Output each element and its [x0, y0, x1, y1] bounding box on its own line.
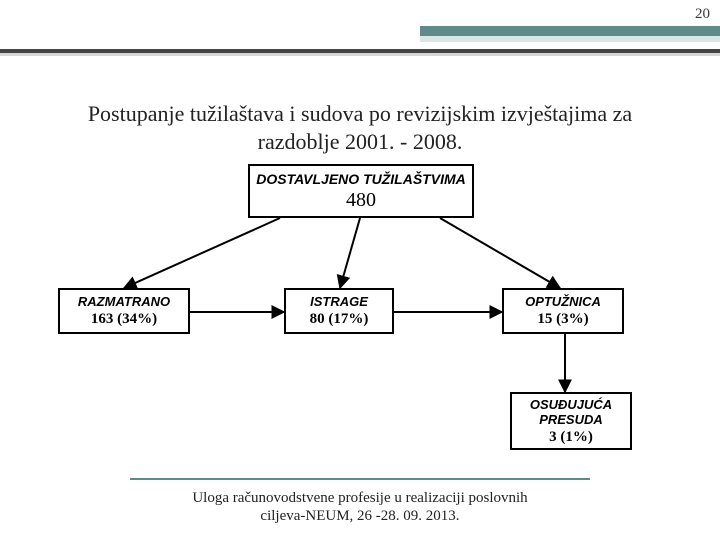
title-line2: razdoblje 2001. - 2008. [258, 129, 463, 154]
arrows-layer [0, 0, 720, 540]
node-istrage: ISTRAGE 80 (17%) [284, 288, 394, 334]
node-root-label: DOSTAVLJENO TUŽILAŠTVIMA [256, 171, 465, 187]
edge-root-n1 [124, 218, 280, 288]
decor-band-light [420, 36, 720, 42]
page-number: 20 [695, 6, 710, 23]
slide-title: Postupanje tužilaštava i sudova po reviz… [0, 100, 720, 155]
footer-rule [130, 478, 590, 480]
footer: Uloga računovodstvene profesije u realiz… [0, 489, 720, 527]
node-root-value: 480 [346, 189, 376, 212]
node-istrage-label: ISTRAGE [310, 294, 368, 309]
node-presuda-value: 3 (1%) [549, 429, 593, 446]
node-optuznica-label: OPTUŽNICA [525, 294, 601, 309]
node-razmatrano-value: 163 (34%) [91, 311, 157, 328]
node-optuznica: OPTUŽNICA 15 (3%) [502, 288, 624, 334]
node-istrage-value: 80 (17%) [310, 311, 369, 328]
node-presuda: OSUĐUJUĆA PRESUDA 3 (1%) [510, 392, 632, 450]
footer-line2: ciljeva-NEUM, 26 -28. 09. 2013. [260, 508, 459, 524]
decor-band-dark [420, 26, 720, 36]
node-optuznica-value: 15 (3%) [537, 311, 588, 328]
footer-line1: Uloga računovodstvene profesije u realiz… [192, 490, 527, 506]
node-razmatrano-label: RAZMATRANO [78, 294, 170, 309]
node-razmatrano: RAZMATRANO 163 (34%) [58, 288, 190, 334]
node-presuda-label2: PRESUDA [539, 412, 603, 427]
node-root: DOSTAVLJENO TUŽILAŠTVIMA 480 [248, 164, 474, 218]
slide: 20 Postupanje tužilaštava i sudova po re… [0, 0, 720, 540]
edge-root-n3 [440, 218, 560, 288]
node-presuda-label1: OSUĐUJUĆA [530, 397, 612, 412]
title-line1: Postupanje tužilaštava i sudova po reviz… [88, 101, 632, 126]
rule-light [0, 53, 720, 56]
edge-root-n2 [340, 218, 360, 288]
